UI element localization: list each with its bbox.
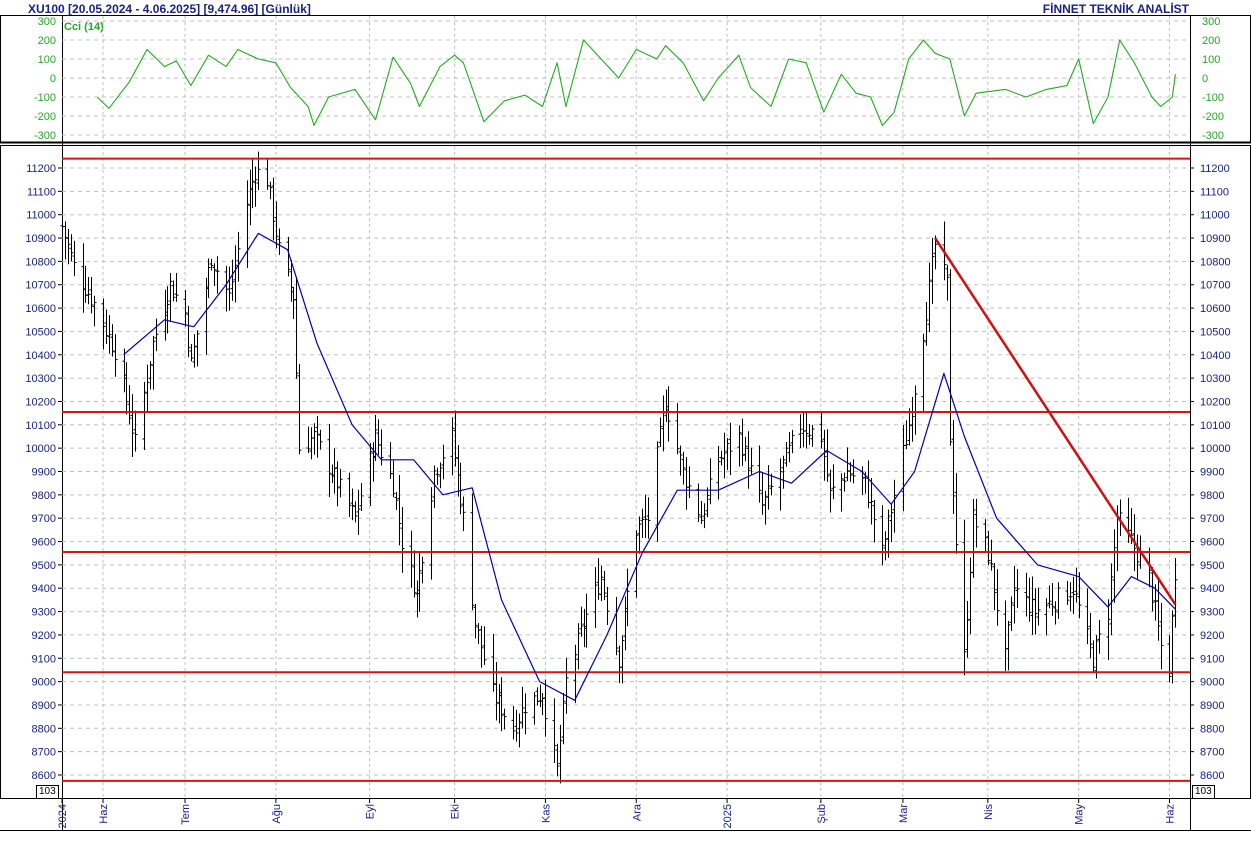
price-tick-label-left: 8800 [32,723,56,735]
price-tick-label-left: 10200 [25,396,56,408]
price-tick-label-left: 10600 [25,303,56,315]
brand-label: FİNNET TEKNİK ANALİST [1042,2,1189,16]
cci-tick-label-left: 0 [50,73,56,85]
price-tick-label-left: 10500 [25,326,56,338]
price-tick-label-right: 10800 [1200,256,1231,268]
cci-tick-label-left: -200 [34,111,56,123]
price-tick-label-right: 8800 [1200,723,1224,735]
price-tick-label-right: 10200 [1200,396,1231,408]
price-tick-label-left: 10300 [25,373,56,385]
price-tick-label-right: 9600 [1200,537,1224,549]
cci-tick-label-left: 100 [38,54,56,66]
last-price-label: [9,474.96] [203,2,259,16]
price-tick-label-right: 10700 [1200,280,1231,292]
price-tick-label-right: 9800 [1200,490,1224,502]
x-tick-label: Nis [983,804,995,820]
x-tick-label: May [1074,804,1086,825]
price-tick-label-left: 10900 [25,233,56,245]
price-tick-label-right: 11100 [1200,186,1229,198]
price-tick-label-left: 9300 [32,607,56,619]
price-tick-label-right: 10500 [1200,326,1231,338]
x-tick-label: Kas [540,804,552,823]
price-tick-label-left: 9100 [32,653,56,665]
price-tick-label-right: 9000 [1200,677,1224,689]
symbol-label: XU100 [28,2,65,16]
price-tick-label-left: 9900 [32,467,56,479]
moving-average-line [123,232,1176,701]
cci-tick-label-left: 200 [38,35,56,47]
price-tick-label-left: 10700 [25,280,56,292]
cci-tick-label-right: 200 [1202,35,1220,47]
cci-tick-label-right: 100 [1202,54,1220,66]
cci-tick-label-left: 300 [38,16,56,28]
x-tick-label: Eyl [365,804,377,819]
cci-line [96,39,1176,127]
x-tick-label: Tem [180,804,192,825]
cci-indicator-label: Cci (14) [64,21,104,33]
price-tick-label-right: 8700 [1200,747,1224,759]
price-tick-label-right: 10300 [1200,373,1231,385]
price-tick-label-left: 10400 [25,350,56,362]
x-tick-label: Eki [450,804,462,819]
downtrend-line [934,237,1177,606]
period-label: [Günlük] [261,2,311,16]
price-tick-label-left: 10800 [25,256,56,268]
price-tick-label-left: 9500 [32,560,56,572]
ohlc-bars [60,151,1178,784]
x-tick-label: Mar [898,804,910,823]
price-tick-label-left: 9400 [32,583,56,595]
cci-panel-frame [0,15,1251,143]
price-tick-label-left: 8900 [32,700,56,712]
price-tick-label-right: 11200 [1200,163,1230,175]
price-tick-label-right: 10400 [1200,350,1231,362]
price-tick-label-left: 10100 [25,420,56,432]
cci-tick-label-right: 0 [1202,73,1208,85]
price-tick-label-left: 9000 [32,677,56,689]
price-tick-label-right: 8900 [1200,700,1224,712]
price-tick-label-left: 8600 [32,770,56,782]
price-tick-label-right: 10100 [1200,420,1231,432]
x-tick-label: Ağu [271,804,283,824]
chart-title: XU100 [20.05.2024 - 4.06.2025] [9,474.96… [28,2,311,16]
price-tick-label-left: 11000 [26,210,56,222]
price-tick-label-right: 9400 [1200,583,1224,595]
x-tick-label: Şub [816,804,828,824]
price-tick-label-right: 10000 [1200,443,1231,455]
date-range-label: [20.05.2024 - 4.06.2025] [68,2,201,16]
cci-tick-label-left: -100 [34,92,56,104]
cci-tick-label-right: -300 [1202,130,1224,142]
price-tick-label-left: 10000 [25,443,56,455]
price-tick-label-right: 9300 [1200,607,1224,619]
price-tick-label-left: 9600 [32,537,56,549]
x-tick-label: Ara [631,803,643,821]
price-tick-label-left: 11100 [27,186,56,198]
price-tick-label-right: 10900 [1200,233,1231,245]
price-tick-label-right: 9200 [1200,630,1224,642]
price-tick-label-left: 11200 [26,163,56,175]
price-tick-label-right: 11000 [1200,210,1230,222]
price-tick-label-left: 9200 [32,630,56,642]
x-tick-label: Haz [98,804,110,824]
price-tick-label-right: 9700 [1200,513,1224,525]
cci-tick-label-left: -300 [34,130,56,142]
price-tick-label-right: 8600 [1200,770,1224,782]
price-tick-label-right: 9900 [1200,467,1224,479]
cci-tick-label-right: 300 [1202,16,1220,28]
cci-tick-label-right: -200 [1202,111,1224,123]
price-tick-label-right: 9500 [1200,560,1224,572]
cci-tick-label-right: -100 [1202,92,1224,104]
price-tick-label-left: 9800 [32,490,56,502]
price-tick-label-left: 8700 [32,747,56,759]
price-tick-label-right: 10600 [1200,303,1231,315]
x-tick-label: 2024 [57,804,69,828]
x-tick-label: Haz [1164,804,1176,824]
price-tick-label-right: 9100 [1200,653,1224,665]
price-tick-label-left: 9700 [32,513,56,525]
x-tick-label: 2025 [722,804,734,828]
